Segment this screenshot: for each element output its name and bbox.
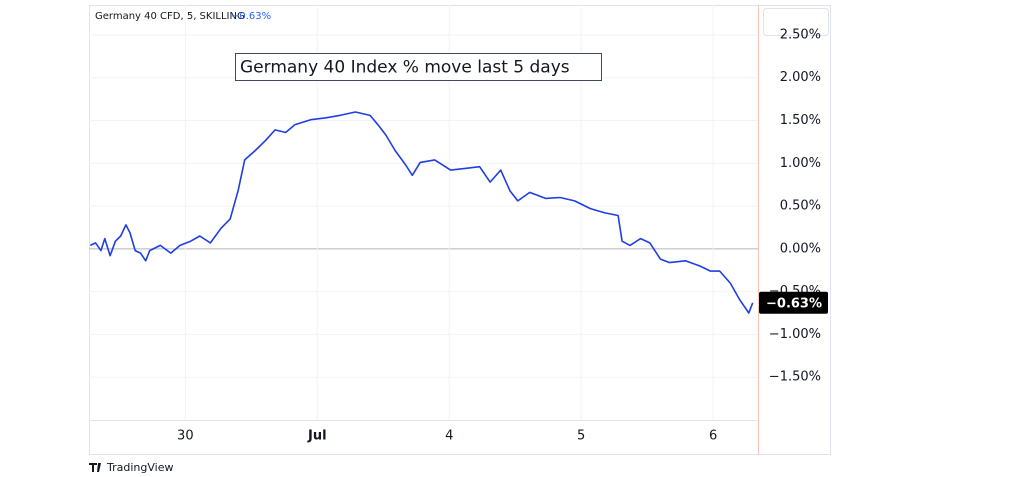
- settings-button[interactable]: [763, 8, 829, 36]
- last-price-label: −0.63%: [766, 296, 822, 311]
- x-tick-label: 5: [577, 429, 585, 444]
- chart-title: Germany 40 Index % move last 5 days: [240, 58, 570, 78]
- symbol-label: Germany 40 CFD, 5, SKILLING: [95, 11, 245, 22]
- chart-frame: [89, 5, 831, 455]
- y-tick-label: 1.00%: [780, 156, 821, 171]
- y-tick-label: 0.50%: [780, 199, 821, 214]
- x-tick-label: 4: [445, 429, 453, 444]
- y-tick-label: 0.00%: [780, 241, 821, 256]
- change-label: −0.63%: [231, 11, 271, 22]
- last-price-tag: [759, 291, 828, 314]
- y-tick-label: 1.50%: [780, 113, 821, 128]
- x-tick-label: Jul: [307, 429, 327, 444]
- brand: TradingView: [106, 461, 173, 474]
- y-tick-label: −1.00%: [769, 327, 821, 342]
- y-tick-label: −1.50%: [769, 370, 821, 385]
- x-tick-label: 6: [709, 429, 717, 444]
- brand-logo: [89, 463, 101, 472]
- x-tick-label: 30: [177, 429, 194, 444]
- title-box: [235, 53, 602, 81]
- y-tick-label: 2.00%: [780, 70, 821, 85]
- price-line: [89, 111, 754, 314]
- y-tick-label: 2.50%: [780, 27, 821, 42]
